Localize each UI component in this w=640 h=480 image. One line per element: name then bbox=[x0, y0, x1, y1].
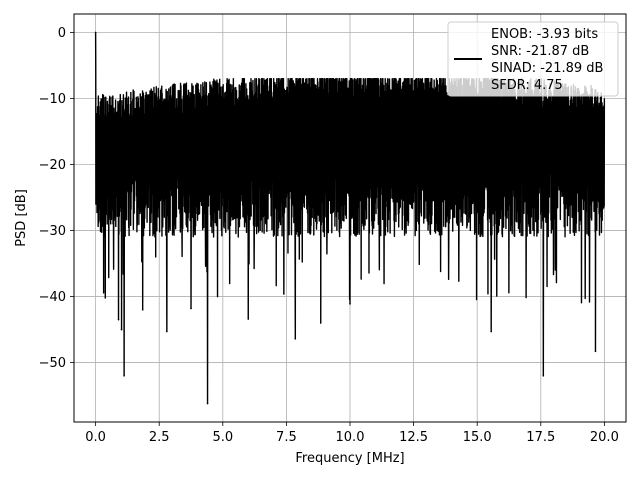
data-layer bbox=[94, 31, 606, 405]
x-tick-label: 0.0 bbox=[85, 430, 106, 445]
legend: ENOB: -3.93 bits SNR: -21.87 dB SINAD: -… bbox=[447, 21, 619, 97]
legend-sinad: SINAD: -21.89 dB bbox=[491, 61, 603, 76]
x-tick-label: 5.0 bbox=[212, 430, 233, 445]
psd-notable-point bbox=[117, 318, 120, 321]
psd-notable-point bbox=[490, 330, 492, 333]
psd-notable-point bbox=[594, 350, 597, 353]
legend-box bbox=[447, 21, 619, 97]
x-tick-label: 12.5 bbox=[399, 430, 428, 445]
legend-enob: ENOB: -3.93 bits bbox=[491, 27, 598, 42]
x-tick-label: 2.5 bbox=[149, 430, 170, 445]
psd-notable-point bbox=[349, 303, 351, 305]
psd-notable-point bbox=[120, 328, 123, 331]
psd-notable-point bbox=[104, 297, 107, 299]
psd-notable-point bbox=[283, 293, 285, 295]
x-tick-label: 17.5 bbox=[526, 430, 555, 445]
legend-sfdr: SFDR: 4.75 bbox=[491, 78, 563, 93]
x-tick-label: 10.0 bbox=[336, 430, 365, 445]
psd-notable-point bbox=[94, 31, 97, 34]
x-axis-label: Frequency [MHz] bbox=[295, 451, 404, 466]
x-tick-label: 7.5 bbox=[276, 430, 297, 445]
psd-notable-point bbox=[294, 338, 297, 340]
y-tick-label: −50 bbox=[39, 356, 66, 371]
legend-snr: SNR: -21.87 dB bbox=[491, 44, 589, 59]
ticks: 0.0 2.5 5.0 7.5 10.0 12.5 15.0 17.5 20.0 0 −10 −20 −… bbox=[39, 26, 619, 445]
x-tick-label: 20.0 bbox=[590, 430, 619, 445]
y-tick-label: −40 bbox=[39, 290, 66, 305]
psd-notable-point bbox=[166, 330, 168, 333]
y-axis-label: PSD [dB] bbox=[14, 189, 29, 247]
psd-notable-point bbox=[319, 322, 322, 324]
x-tick-label: 15.0 bbox=[463, 430, 492, 445]
y-tick-label: −20 bbox=[39, 158, 66, 173]
psd-notable-point bbox=[542, 374, 545, 377]
y-tick-label: 0 bbox=[58, 26, 66, 41]
psd-notable-point bbox=[190, 307, 192, 310]
y-tick-label: −10 bbox=[39, 92, 66, 107]
psd-notable-point bbox=[206, 402, 209, 405]
psd-notable-point bbox=[247, 318, 250, 320]
psd-notable-point bbox=[123, 374, 125, 377]
y-tick-label: −30 bbox=[39, 224, 66, 239]
psd-notable-point bbox=[141, 308, 144, 311]
